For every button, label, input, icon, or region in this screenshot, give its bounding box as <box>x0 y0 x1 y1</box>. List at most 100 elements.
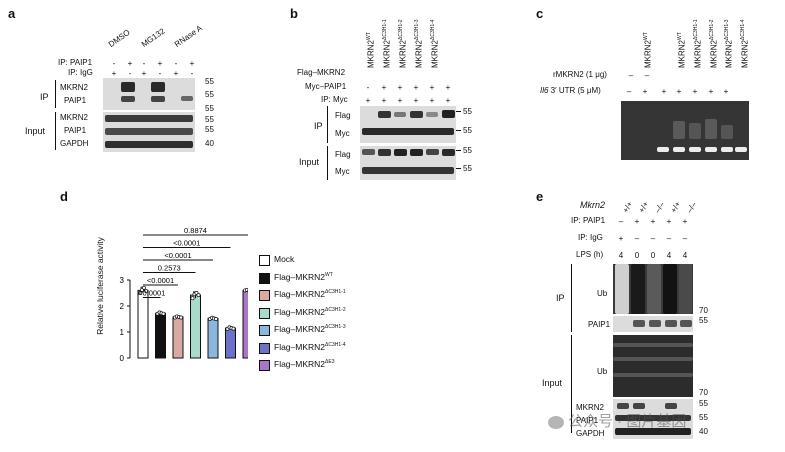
point-3-0 <box>190 296 195 301</box>
genotype-e-2: –/– <box>653 200 667 215</box>
pm-e-igg-1: – <box>634 234 640 243</box>
pm-e-lps-2: 0 <box>650 251 656 260</box>
y-tick-label-0: 0 <box>120 354 125 363</box>
pm-a-paip1-2: - <box>142 59 146 68</box>
mw-tick-b-1 <box>456 111 461 112</box>
row-paip1-ip-a: PAIP1 <box>64 96 87 105</box>
mw-a-6: 40 <box>205 139 214 148</box>
treatment-rnase: RNase A <box>172 23 204 49</box>
legend-swatch-0 <box>259 255 270 266</box>
legend-swatch-4 <box>259 325 270 336</box>
legend-swatch-6 <box>259 360 270 371</box>
rmkrn2-label: rMKRN2 (1 μg) <box>553 70 607 79</box>
pm-a-paip1-0: - <box>112 59 116 68</box>
legend-swatch-5 <box>259 342 270 354</box>
pm-b-ip-2: + <box>397 96 403 105</box>
section-input-a: Input <box>25 126 46 136</box>
mw-b-4: 55 <box>463 164 472 173</box>
bracket-input-e <box>571 335 572 433</box>
pm-c-utr-2: + <box>661 87 667 96</box>
mw-b-2: 55 <box>463 126 472 135</box>
pm-c-utr-6: + <box>723 87 729 96</box>
legend-swatch-2 <box>259 290 270 301</box>
section-ip-a: IP <box>40 92 49 102</box>
mw-e-3: 70 <box>699 388 708 397</box>
blot-b-input <box>360 146 456 180</box>
pm-e-igg-0: + <box>618 234 624 243</box>
ip-igg-label-e: IP: IgG <box>578 233 603 242</box>
construct-c-sup-0: WT <box>643 32 649 40</box>
blot-b-ip <box>360 106 456 143</box>
comparison-p-5: <0.0001 <box>138 289 165 298</box>
point-5-3 <box>231 326 236 331</box>
luciferase-bar-chart: 0 1 2 3 0.8874 <0.0001 <0.0001 0.2573 <0.0001 <0.… <box>120 226 248 363</box>
legend-swatch-3 <box>259 307 270 319</box>
mw-tick-b-4 <box>456 168 461 169</box>
construct-b-3: MKRN2ΔC3H1-3 <box>414 19 424 68</box>
point-6-2 <box>247 289 248 293</box>
construct-b-4: MKRN2ΔC3H1-4 <box>430 19 440 68</box>
panel-b-label: b <box>290 6 298 21</box>
mw-a-1: 55 <box>205 77 214 86</box>
pm-e-paip1-0: – <box>618 217 624 226</box>
gel-c <box>621 101 749 160</box>
pm-e-paip1-3: + <box>666 217 672 226</box>
y-tick-label-3: 3 <box>120 276 125 285</box>
section-ip-e: IP <box>556 293 565 303</box>
pm-b-ip-3: + <box>413 96 419 105</box>
row-mkrn2-input-a: MKRN2 <box>60 113 89 122</box>
pm-c-utr-0: – <box>626 87 632 96</box>
point-2-3 <box>179 315 183 320</box>
legend-label-1: Flag–MKRN2WT <box>274 271 333 282</box>
construct-c-sup-4: ΔC3H1-3 <box>724 19 730 40</box>
pm-e-lps-4: 4 <box>682 251 688 260</box>
genotype-e-4: –/– <box>685 200 699 215</box>
pm-c-utr-3: + <box>676 87 682 96</box>
pm-e-paip1-2: + <box>650 217 656 226</box>
utr-label: Il6 3′ UTR (5 μM) <box>540 87 601 95</box>
blot-a-ip <box>103 78 195 110</box>
panel-a-label: a <box>8 6 16 21</box>
utr-label-rest: 3′ UTR (5 μM) <box>548 86 601 95</box>
panel-e-label: e <box>536 189 544 204</box>
blot-a-input <box>103 112 195 152</box>
pm-b-ip-5: + <box>445 96 451 105</box>
y-tick-label-1: 1 <box>120 328 125 337</box>
row-myc-ip-b: Myc <box>335 129 350 138</box>
chart-ylabel: Relative luciferase activity <box>94 237 105 335</box>
construct-c-3: MKRN2ΔC3H1-2 <box>709 19 719 68</box>
pm-b-ip-1: + <box>381 96 387 105</box>
pm-a-paip1-5: + <box>189 59 195 68</box>
construct-c-5: MKRN2ΔC3H1-4 <box>740 19 750 68</box>
pm-a-igg-5: - <box>190 69 194 78</box>
bar-5 <box>225 327 236 359</box>
row-ip-myc-label: IP: Myc <box>321 95 348 104</box>
pm-e-igg-4: – <box>682 234 688 243</box>
bar-2 <box>172 316 184 359</box>
bracket-ip-b <box>327 106 328 143</box>
blot-e-ip-paip1 <box>613 316 693 332</box>
comparison-p-0: 0.8874 <box>184 226 207 235</box>
construct-c-2: MKRN2ΔC3H1-1 <box>693 19 703 68</box>
pm-a-paip1-1: + <box>127 59 133 68</box>
wechat-icon <box>548 415 564 429</box>
comparison-p-1: <0.0001 <box>173 239 200 248</box>
blot-e-input-lower <box>613 399 693 439</box>
mw-a-4: 55 <box>205 115 214 124</box>
genotype-e-3: +/+ <box>669 199 683 215</box>
legend-swatch-1 <box>259 272 270 284</box>
lps-label: LPS (h) <box>576 250 604 259</box>
pm-b-ip-4: + <box>429 96 435 105</box>
pm-a-igg-1: - <box>128 69 132 78</box>
row-myc-paip1-label: Myc–PAIP1 <box>305 82 347 91</box>
row-paip1-ip-e: PAIP1 <box>588 320 611 329</box>
mw-e-6: 40 <box>699 427 708 436</box>
construct-b-1: MKRN2ΔC3H1-1 <box>382 19 392 68</box>
section-ip-b: IP <box>314 121 323 131</box>
bar-0 <box>137 289 149 359</box>
construct-c-1: MKRN2WT <box>677 32 687 68</box>
comparison-p-3: 0.2573 <box>158 264 181 273</box>
pm-b-myc-1: + <box>381 83 387 92</box>
legend-sup-1: WT <box>325 271 333 278</box>
pm-b-myc-5: + <box>445 83 451 92</box>
